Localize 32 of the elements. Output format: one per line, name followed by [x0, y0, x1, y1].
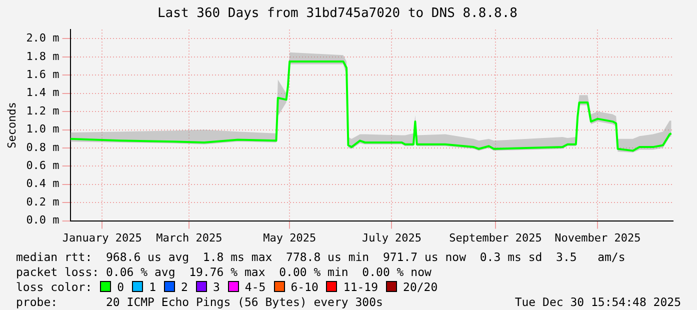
y-tick-label: 0.8 m [26, 140, 60, 154]
y-tick-label: 0.0 m [26, 214, 60, 227]
text: Tue Dec 30 15:54:48 2025 [514, 295, 681, 309]
legend-label: 1 [149, 280, 156, 294]
y-tick-label: 1.6 m [26, 68, 60, 81]
legend-label: 4-5 [244, 280, 266, 294]
text: packet loss: 0.06 % avg 19.76 % max 0.00 % min 0.00 % now [16, 265, 432, 279]
legend-label: 6-10 [290, 280, 318, 294]
legend-label: 3 [212, 280, 220, 294]
y-tick-label: 1.2 m [26, 104, 60, 118]
legend-label: 2 [181, 280, 188, 294]
y-tick-label: 1.4 m [26, 86, 60, 100]
x-tick-label: March 2025 [156, 231, 222, 244]
chart-title: Last 360 Days from 31bd745a7020 to DNS 8.8.8.8 [157, 6, 518, 22]
text: probe: 20 ICMP Echo Pings (56 Bytes) every 300s [16, 295, 383, 309]
y-tick-label: 2.0 m [26, 32, 60, 45]
x-tick-label: November 2025 [554, 231, 641, 244]
x-tick-label: January 2025 [62, 231, 142, 244]
y-tick-label: 0.4 m [26, 177, 60, 190]
y-axis-title: Seconds [5, 102, 18, 148]
x-tick-label: July 2025 [362, 231, 422, 244]
legend-label: 0 [117, 280, 124, 294]
y-tick-label: 0.2 m [26, 195, 60, 208]
y-tick-label: 1.8 m [26, 50, 60, 63]
legend-label: 11-19 [343, 280, 378, 294]
y-tick-label: 1.0 m [26, 122, 60, 136]
x-tick-label: September 2025 [449, 231, 542, 244]
y-tick-label: 0.6 m [26, 159, 60, 172]
legend-label: 20/20 [403, 280, 438, 294]
x-tick-label: May 2025 [263, 231, 316, 244]
legend-title: loss color: [16, 280, 92, 294]
text: median rtt: 968.6 us avg 1.8 ms max 778.8 us min 971.7 us now 0.3 ms sd 3.5 am/s [16, 250, 626, 264]
